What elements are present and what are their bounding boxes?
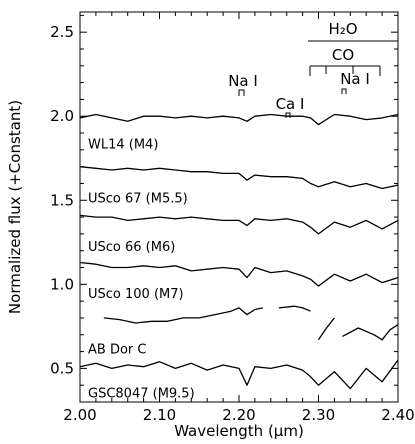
ca-i-marker (285, 112, 291, 118)
series-label: WL14 (M4) (88, 138, 158, 153)
x-axis: 2.00 2.10 2.20 2.30 2.40 (63, 12, 415, 424)
annotation-na-i-2: Na I (340, 70, 370, 88)
series-label: USco 66 (M6) (88, 240, 175, 255)
annotation-ca-i: Ca I (276, 95, 305, 113)
na-i-2-marker (341, 88, 347, 94)
x-tick-label: 2.20 (222, 406, 255, 424)
y-axis: 0.5 1.0 1.5 2.0 2.5 (50, 14, 398, 386)
series-label-group: WL14 (M4) USco 67 (M5.5) USco 66 (M6) USco … (88, 138, 195, 402)
x-tick-label: 2.40 (381, 406, 414, 424)
annotation-group: H₂O CO Na I Ca I Na I (228, 20, 398, 118)
series-label: USco 67 (M5.5) (88, 191, 188, 206)
series-label: GSC8047 (M9.5) (88, 386, 195, 401)
series-group (79, 113, 399, 390)
x-tick-label: 2.00 (63, 406, 96, 424)
series-line (79, 113, 399, 126)
series-line (79, 359, 399, 390)
series-line (79, 214, 399, 235)
series-line (79, 261, 399, 287)
y-tick-label: 2.5 (50, 23, 74, 41)
annotation-h2o: H₂O (328, 20, 357, 38)
y-tick-label: 1.0 (50, 275, 74, 293)
series-label: AB Dor C (88, 343, 146, 358)
y-tick-label: 0.5 (50, 359, 74, 377)
annotation-co: CO (332, 46, 354, 64)
y-tick-label: 2.0 (50, 107, 74, 125)
annotation-na-i: Na I (228, 72, 258, 90)
x-tick-label: 2.30 (302, 406, 335, 424)
series-label: USco 100 (M7) (88, 287, 184, 302)
y-axis-label: Normalized flux (+Constant) (6, 100, 24, 314)
series-line (79, 166, 399, 190)
na-i-marker (238, 89, 245, 96)
x-tick-label: 2.10 (143, 406, 176, 424)
x-axis-label: Wavelength (μm) (174, 422, 304, 440)
series-line (103, 305, 399, 341)
y-tick-label: 1.5 (50, 191, 74, 209)
